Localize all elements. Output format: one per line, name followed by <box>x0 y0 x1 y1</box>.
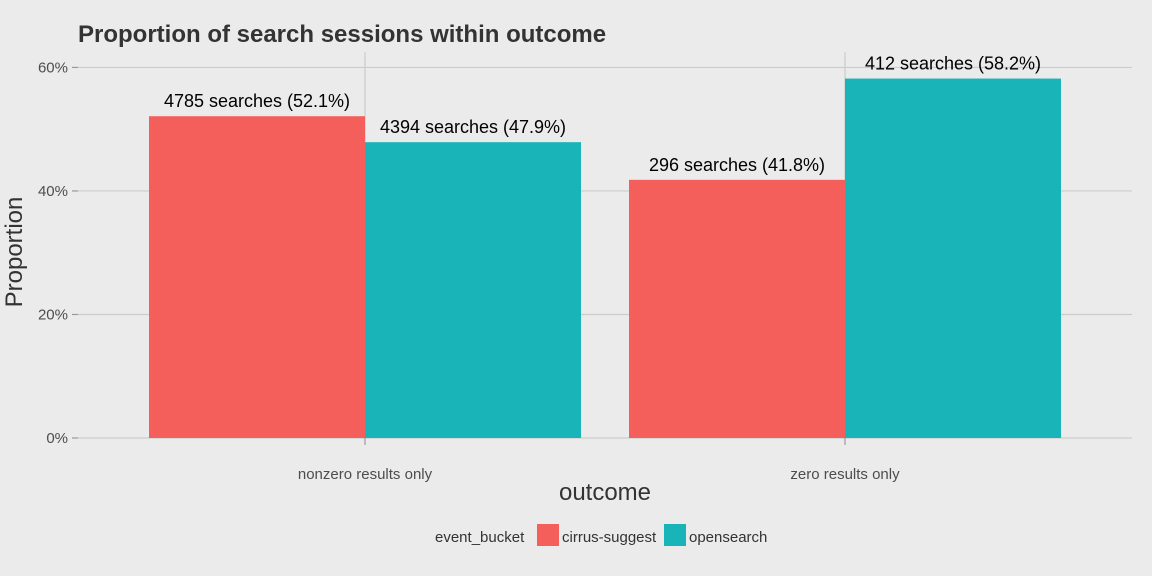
legend-key-opensearch <box>664 524 686 546</box>
bar-data-label: 4394 searches (47.9%) <box>380 117 566 137</box>
x-tick-label: zero results only <box>790 466 900 483</box>
y-tick-label: 60% <box>38 59 68 76</box>
legend-label-cirrus-suggest: cirrus-suggest <box>562 529 657 546</box>
y-tick-label: 0% <box>46 430 68 447</box>
x-tick-label: nonzero results only <box>298 466 433 483</box>
bar-data-label: 412 searches (58.2%) <box>865 54 1041 74</box>
bar-data-label: 4785 searches (52.1%) <box>164 91 350 111</box>
bars <box>149 78 1061 439</box>
x-axis-title: outcome <box>559 479 651 506</box>
bar-labels: 4785 searches (52.1%) 296 searches (41.8%… <box>164 54 1041 175</box>
x-axis-ticks: nonzero results only zero results only <box>298 438 900 483</box>
legend: event_bucket cirrus-suggest opensearch <box>435 524 767 546</box>
y-axis-title: Proportion <box>1 197 28 308</box>
legend-key-cirrus-suggest <box>537 524 559 546</box>
y-tick-label: 40% <box>38 183 68 200</box>
bar-cirrus-suggest-0 <box>149 116 365 438</box>
y-axis-ticks: 0% 20% 40% 60% <box>38 59 78 447</box>
bar-opensearch-0 <box>365 142 581 438</box>
chart-title: Proportion of search sessions within out… <box>78 21 606 48</box>
legend-title: event_bucket <box>435 529 525 546</box>
y-tick-label: 20% <box>38 306 68 323</box>
legend-label-opensearch: opensearch <box>689 529 767 546</box>
bar-opensearch-1 <box>845 78 1061 439</box>
bar-cirrus-suggest-1 <box>629 179 845 438</box>
bar-data-label: 296 searches (41.8%) <box>649 155 825 175</box>
